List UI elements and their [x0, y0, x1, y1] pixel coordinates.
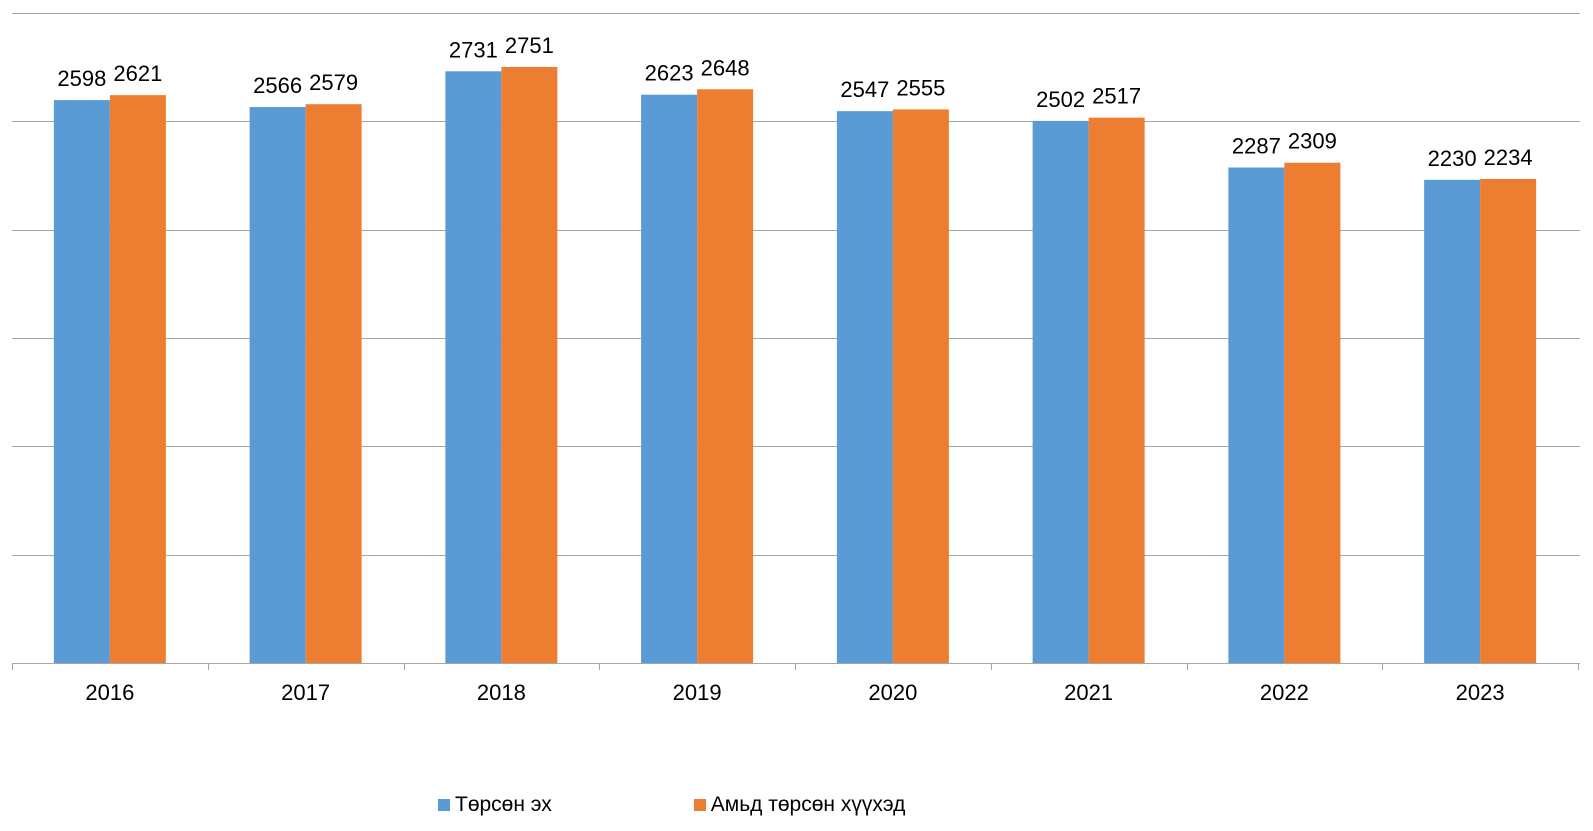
x-tick-label: 2019 — [673, 680, 722, 705]
bar-live-births-2020 — [892, 109, 949, 663]
bar-mothers-2022 — [1228, 167, 1285, 663]
bar-mothers-2021 — [1032, 120, 1089, 663]
bar-live-births-2016 — [109, 95, 166, 663]
bars — [53, 66, 1537, 664]
bar-mothers-2019 — [641, 94, 698, 663]
x-tick-label: 2023 — [1456, 680, 1505, 705]
bar-mothers-2016 — [53, 100, 110, 664]
data-label: 2598 — [57, 66, 106, 91]
x-tick-label: 2018 — [477, 680, 526, 705]
legend-label-series-1: Төрсөн эх — [455, 793, 552, 816]
legend-label-series-2: Амьд төрсөн хүүхэд — [710, 793, 906, 816]
data-label: 2234 — [1484, 145, 1533, 170]
legend-item-series-2: Амьд төрсөн хүүхэд — [693, 793, 906, 817]
x-tick-label: 2016 — [85, 680, 134, 705]
legend: Төрсөн эх Амьд төрсөн хүүхэд — [438, 790, 905, 820]
x-axis: 2016 2017 2018 2019 2020 2021 2022 2023 — [12, 663, 1580, 705]
bar-mothers-2020 — [836, 111, 893, 663]
data-label: 2751 — [505, 33, 554, 58]
legend-swatch-series-2 — [693, 799, 706, 811]
data-label: 2648 — [701, 55, 750, 80]
data-label: 2287 — [1232, 133, 1281, 158]
data-label: 2566 — [253, 73, 302, 98]
bar-live-births-2023 — [1480, 178, 1537, 663]
data-label: 2502 — [1036, 87, 1085, 112]
bar-mothers-2023 — [1424, 179, 1481, 664]
data-label: 2579 — [309, 70, 358, 95]
data-label: 2547 — [840, 77, 889, 102]
data-label: 2621 — [113, 61, 162, 86]
x-tick-label: 2021 — [1064, 680, 1113, 705]
gridlines — [12, 13, 1580, 556]
bar-live-births-2018 — [501, 66, 558, 663]
x-tick-label: 2022 — [1260, 680, 1309, 705]
data-label: 2309 — [1288, 129, 1337, 154]
data-label: 2517 — [1092, 84, 1141, 109]
bar-live-births-2022 — [1284, 162, 1341, 663]
bar-live-births-2021 — [1088, 117, 1145, 663]
x-tick-label: 2020 — [868, 680, 917, 705]
legend-swatch-series-1 — [438, 799, 450, 811]
bar-live-births-2019 — [697, 89, 754, 664]
data-labels: 2598 2621 2566 2579 2731 2751 2623 2648 2547 2555… — [57, 33, 1532, 171]
data-label: 2555 — [896, 75, 945, 100]
bar-mothers-2018 — [445, 71, 502, 664]
legend-item-series-1: Төрсөн эх — [438, 793, 552, 817]
bar-live-births-2017 — [305, 104, 362, 663]
data-label: 2230 — [1428, 146, 1477, 171]
data-label: 2731 — [449, 37, 498, 62]
data-label: 2623 — [645, 61, 694, 86]
bar-mothers-2017 — [249, 107, 306, 664]
x-tick-label: 2017 — [281, 680, 330, 705]
